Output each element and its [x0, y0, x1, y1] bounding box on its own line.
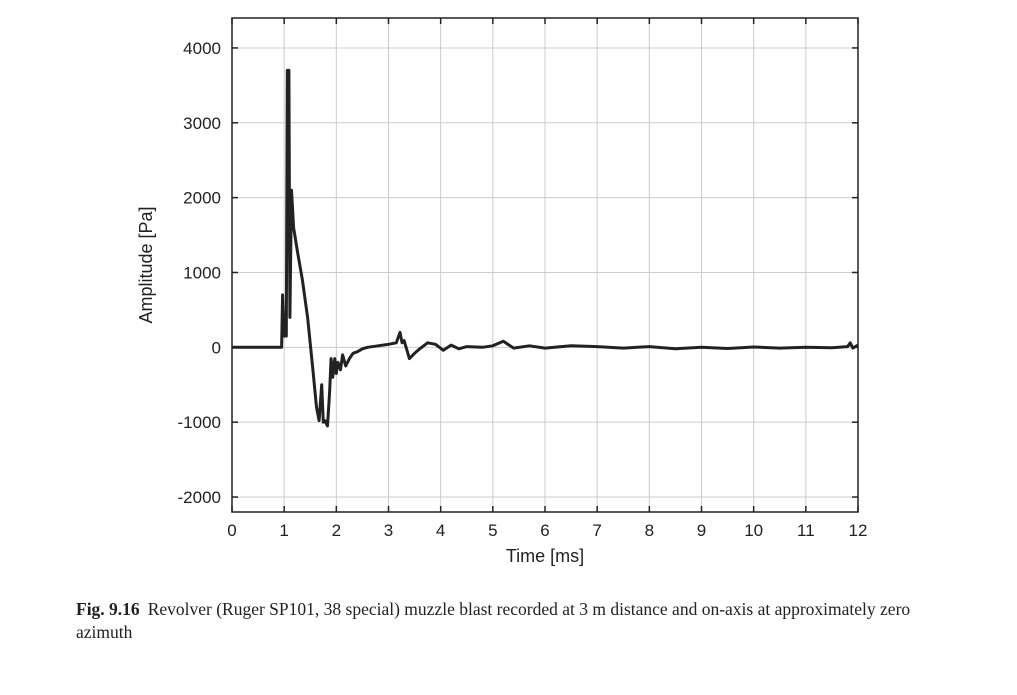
x-tick-label: 1: [279, 521, 288, 540]
figure-label: Fig. 9.16: [76, 599, 140, 619]
y-tick-label: 3000: [183, 114, 221, 133]
x-tick-label: 8: [645, 521, 654, 540]
plot-frame: [231, 17, 859, 513]
x-axis-label: Time [ms]: [506, 546, 584, 566]
x-tick-label: 11: [797, 521, 815, 540]
x-tick-label: 6: [540, 521, 549, 540]
y-tick-label: 2000: [183, 189, 221, 208]
caption-text: Revolver (Ruger SP101, 38 special) muzzl…: [76, 599, 911, 642]
x-tick-label: 10: [744, 521, 763, 540]
y-tick-label: 1000: [183, 263, 221, 282]
series-line: [232, 68, 859, 428]
x-tick-label: 2: [332, 521, 341, 540]
tick-labels: 0 1 2 3 4 5 6 7 8 9 10 11 12-2000-100001000200030004…: [178, 39, 868, 540]
x-tick-label: 5: [488, 521, 497, 540]
x-tick-label: 3: [384, 521, 393, 540]
y-tick-label: -2000: [178, 488, 221, 507]
chart: 0 1 2 3 4 5 6 7 8 9 10 11 12-2000-100001000200030004…: [136, 17, 868, 566]
x-tick-label: 9: [697, 521, 706, 540]
x-tick-label: 4: [436, 521, 445, 540]
x-tick-label: 0: [227, 521, 236, 540]
y-tick-label: 0: [212, 338, 221, 357]
grid: [231, 18, 859, 512]
y-tick-label: -1000: [178, 413, 221, 432]
y-tick-label: 4000: [183, 39, 221, 58]
x-tick-label: 12: [849, 521, 868, 540]
figure-caption: Fig. 9.16 Revolver (Ruger SP101, 38 speci…: [76, 598, 956, 644]
x-tick-label: 7: [592, 521, 601, 540]
y-axis-label: Amplitude [Pa]: [136, 206, 156, 323]
